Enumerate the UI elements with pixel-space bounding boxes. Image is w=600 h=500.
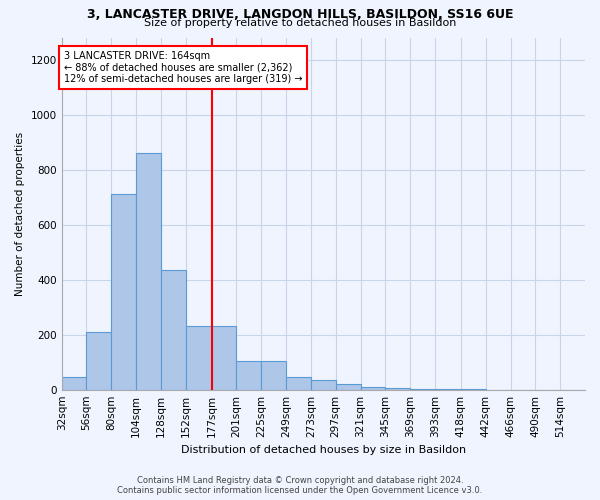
Bar	[86, 332, 112, 390]
Bar	[136, 153, 161, 390]
Bar	[286, 378, 311, 390]
Bar	[361, 387, 385, 390]
Bar	[186, 326, 212, 390]
Y-axis label: Number of detached properties: Number of detached properties	[15, 132, 25, 296]
Bar	[311, 380, 336, 390]
Bar	[410, 389, 435, 390]
Bar	[261, 361, 286, 390]
Bar	[236, 361, 261, 390]
Bar	[212, 326, 236, 390]
Text: Contains HM Land Registry data © Crown copyright and database right 2024.
Contai: Contains HM Land Registry data © Crown c…	[118, 476, 482, 495]
Text: 3, LANCASTER DRIVE, LANGDON HILLS, BASILDON, SS16 6UE: 3, LANCASTER DRIVE, LANGDON HILLS, BASIL…	[87, 8, 513, 20]
Text: 3 LANCASTER DRIVE: 164sqm
← 88% of detached houses are smaller (2,362)
12% of se: 3 LANCASTER DRIVE: 164sqm ← 88% of detac…	[64, 52, 302, 84]
Bar	[62, 378, 86, 390]
Bar	[385, 388, 410, 390]
Bar	[161, 270, 186, 390]
Bar	[336, 384, 361, 390]
Bar	[112, 194, 136, 390]
Text: Size of property relative to detached houses in Basildon: Size of property relative to detached ho…	[144, 18, 456, 28]
X-axis label: Distribution of detached houses by size in Basildon: Distribution of detached houses by size …	[181, 445, 466, 455]
